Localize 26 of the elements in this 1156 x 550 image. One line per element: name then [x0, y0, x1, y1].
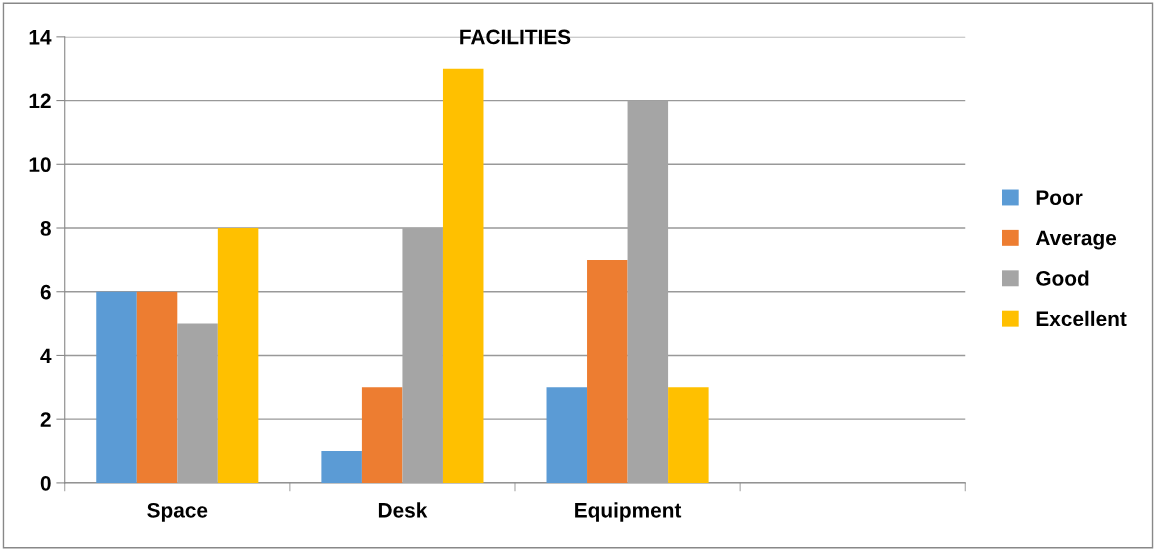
- x-tick-label: Space: [147, 502, 208, 522]
- y-tick-label: 14: [29, 30, 52, 45]
- bar: [96, 291, 137, 483]
- bar: [136, 291, 178, 483]
- x-tick-label: Equipment: [575, 502, 682, 522]
- y-tick-label: 4: [40, 348, 52, 364]
- bar: [361, 387, 403, 483]
- bar: [177, 323, 218, 483]
- x-tick-label: Desk: [378, 502, 428, 518]
- y-tick-label: 12: [29, 93, 51, 109]
- y-tick-label: 2: [40, 412, 51, 427]
- bar: [668, 387, 709, 483]
- y-tick-label: 10: [29, 157, 51, 173]
- legend-label: Good: [1036, 270, 1089, 286]
- legend-label: Average: [1035, 230, 1117, 250]
- bar: [321, 451, 362, 483]
- bar: [546, 387, 588, 483]
- bar: [442, 68, 484, 483]
- y-tick-label: 0: [40, 475, 51, 491]
- legend-label: Poor: [1036, 190, 1083, 205]
- y-tick-label: 8: [40, 221, 51, 236]
- bar: [217, 228, 259, 483]
- chart-title: FACILITIES: [460, 29, 571, 45]
- y-tick-label: 6: [40, 284, 51, 300]
- bar: [587, 259, 628, 483]
- legend-label: Excellent: [1036, 310, 1127, 327]
